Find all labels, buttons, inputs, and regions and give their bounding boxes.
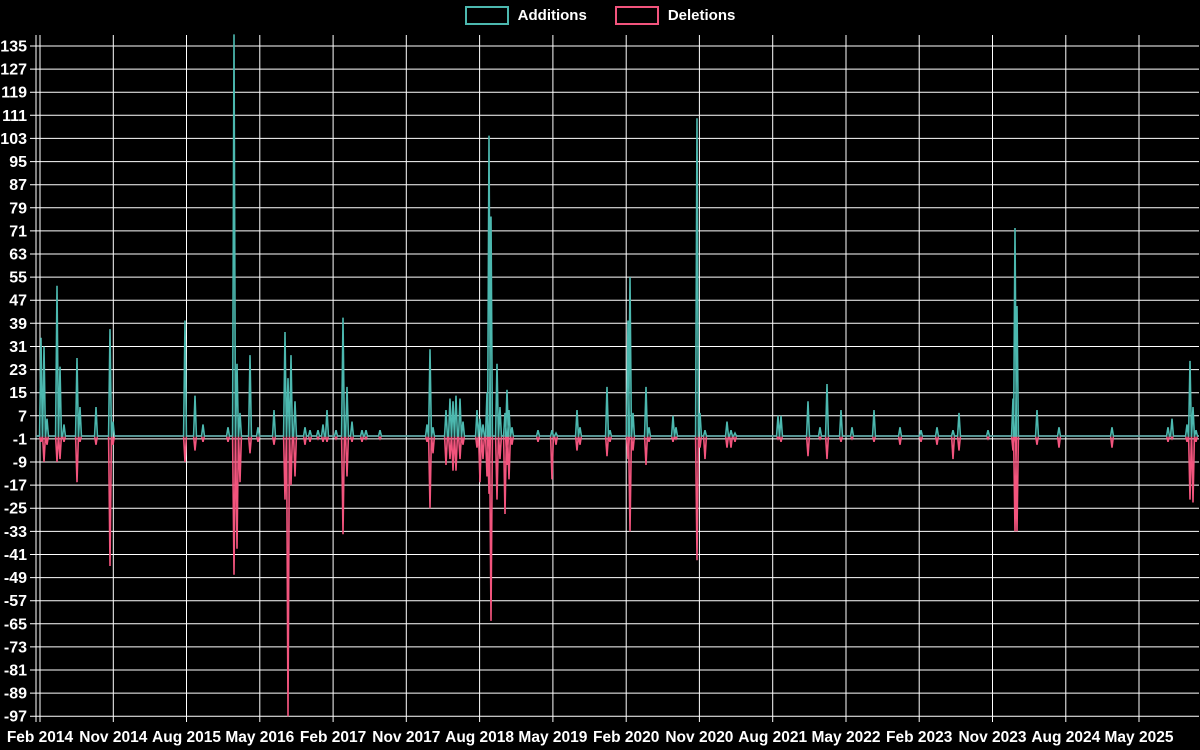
svg-text:15: 15 [9, 385, 27, 402]
svg-text:-25: -25 [4, 501, 27, 518]
svg-text:Aug 2024: Aug 2024 [1031, 729, 1100, 746]
legend-label-additions: Additions [517, 7, 587, 24]
svg-text:-73: -73 [4, 639, 27, 656]
additions-swatch-icon [464, 6, 509, 25]
svg-text:May 2016: May 2016 [225, 729, 294, 746]
svg-text:-89: -89 [4, 686, 27, 703]
svg-text:Feb 2023: Feb 2023 [886, 729, 953, 746]
gridlines [30, 35, 1199, 722]
deletions-swatch-icon [614, 6, 659, 25]
svg-text:-41: -41 [4, 547, 27, 564]
svg-text:Nov 2023: Nov 2023 [958, 729, 1026, 746]
svg-text:May 2025: May 2025 [1105, 729, 1174, 746]
svg-text:May 2019: May 2019 [518, 729, 587, 746]
svg-text:-33: -33 [4, 524, 27, 541]
legend-item-deletions[interactable]: Deletions [614, 6, 736, 25]
svg-text:Aug 2018: Aug 2018 [445, 729, 514, 746]
svg-text:-1: -1 [13, 431, 27, 448]
svg-text:Feb 2017: Feb 2017 [300, 729, 366, 746]
svg-text:Nov 2017: Nov 2017 [372, 729, 440, 746]
svg-text:103: 103 [0, 131, 27, 148]
svg-text:-49: -49 [4, 570, 27, 587]
svg-text:71: 71 [9, 223, 27, 240]
chart-legend: Additions Deletions [0, 6, 1200, 25]
additions-series [36, 34, 1199, 437]
svg-text:135: 135 [0, 39, 27, 56]
svg-text:Nov 2014: Nov 2014 [79, 729, 147, 746]
svg-text:-17: -17 [4, 478, 27, 495]
svg-text:May 2022: May 2022 [812, 729, 881, 746]
svg-text:111: 111 [2, 108, 27, 125]
svg-text:23: 23 [9, 362, 27, 379]
svg-text:Nov 2020: Nov 2020 [665, 729, 733, 746]
svg-text:55: 55 [9, 270, 27, 287]
y-axis-labels: 135 127 119 111 103 95 87 79 71 63 55 47 39 31 23 15 7 -1… [0, 39, 27, 726]
deletions-series [36, 435, 1199, 717]
svg-text:119: 119 [1, 85, 27, 102]
svg-text:-81: -81 [4, 663, 27, 680]
svg-text:7: 7 [18, 408, 27, 425]
svg-text:127: 127 [0, 62, 27, 79]
svg-text:79: 79 [9, 200, 27, 217]
svg-text:-97: -97 [4, 709, 27, 726]
svg-text:-65: -65 [4, 616, 27, 633]
svg-text:-57: -57 [4, 593, 27, 610]
svg-text:63: 63 [9, 247, 27, 264]
svg-text:Aug 2021: Aug 2021 [738, 729, 807, 746]
svg-text:Feb 2020: Feb 2020 [593, 729, 659, 746]
svg-text:Feb 2014: Feb 2014 [7, 729, 74, 746]
legend-label-deletions: Deletions [667, 7, 736, 24]
svg-text:-9: -9 [13, 455, 27, 472]
x-axis-labels: Feb 2014 Nov 2014 Aug 2015 May 2016 Feb 2017… [7, 729, 1174, 746]
svg-text:47: 47 [9, 293, 27, 310]
svg-text:39: 39 [9, 316, 27, 333]
legend-item-additions[interactable]: Additions [464, 6, 587, 25]
svg-text:31: 31 [9, 339, 27, 356]
svg-text:87: 87 [9, 177, 27, 194]
svg-text:95: 95 [9, 154, 27, 171]
svg-text:Aug 2015: Aug 2015 [152, 729, 221, 746]
